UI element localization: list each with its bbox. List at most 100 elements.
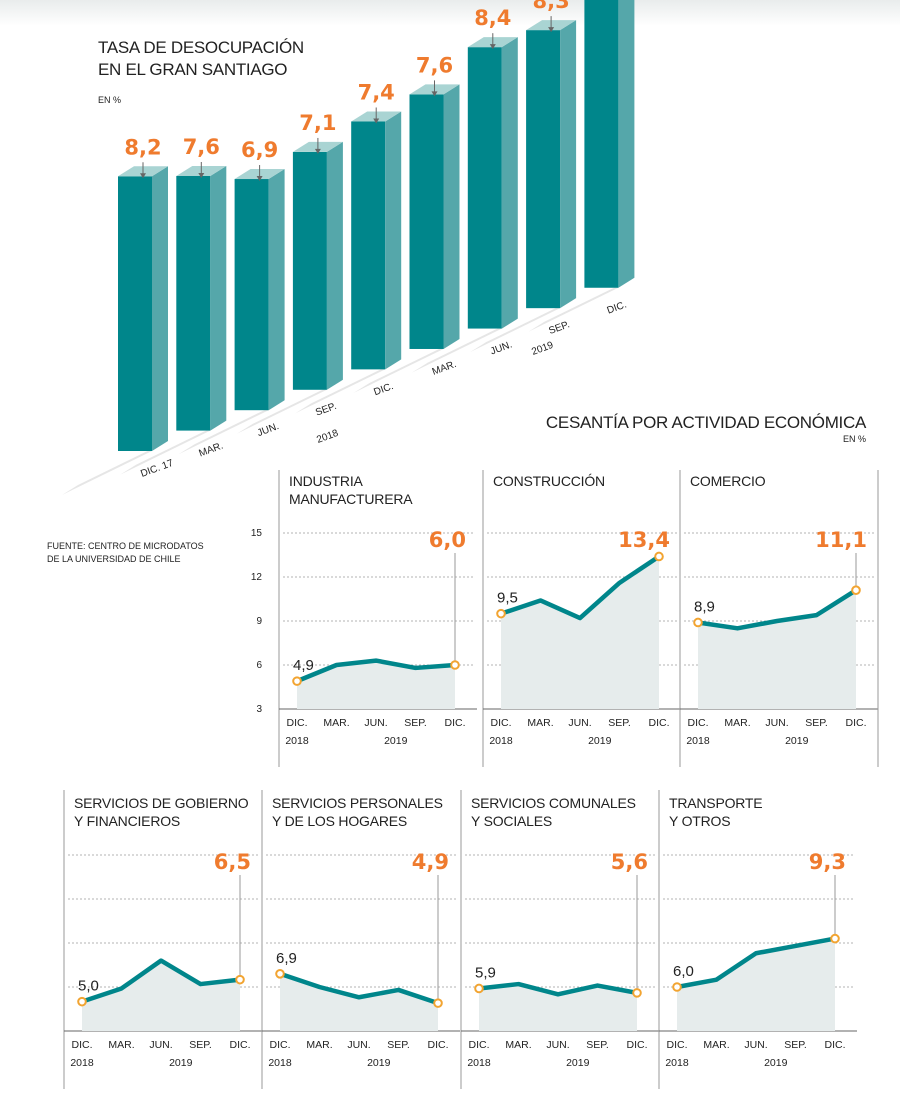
x-tick-label: DIC.: [627, 1039, 648, 1051]
x-tick-label: SEP.: [608, 717, 631, 729]
bar-side: [501, 37, 518, 329]
start-value-label: 5,9: [475, 964, 496, 981]
bar-category-label: SEP.: [314, 401, 338, 419]
top-band: [0, 0, 900, 26]
bar-chart-title-line1: TASA DE DESOCUPACIÓN: [98, 38, 304, 57]
panel-title: CONSTRUCCIÓN: [493, 473, 605, 489]
x-tick-label: DIC.: [270, 1039, 291, 1051]
x-year-label: 2018: [467, 1057, 491, 1069]
x-year-label: 2018: [268, 1057, 292, 1069]
bar-chart-title-line2: EN EL GRAN SANTIAGO: [98, 60, 287, 79]
end-value-label: 4,9: [412, 850, 449, 874]
panels-unit: EN %: [843, 434, 866, 444]
y-axis: 15 12 9 6 3: [251, 528, 263, 715]
x-tick-label: SEP.: [805, 717, 828, 729]
series-line: [79, 958, 243, 1004]
bar-front: [234, 179, 269, 411]
series-line: [294, 658, 458, 684]
bar-front: [409, 94, 444, 349]
bar-shadow: [470, 298, 577, 353]
panel-chart: TRANSPORTE Y OTROS 6,0 9,3 DIC. MAR. JUN. SEP. D…: [658, 790, 857, 1089]
panel-chart: SERVICIOS DE GOBIERNO Y FINANCIEROS 5,0 6,5…: [63, 790, 262, 1089]
x-tick-label: JUN.: [364, 717, 387, 729]
end-value-label: 11,1: [815, 528, 867, 552]
x-year-label: 2019: [169, 1057, 193, 1069]
bar-category-label: MAR.: [198, 441, 225, 460]
data-point-marker: [292, 676, 302, 686]
panel-title: TRANSPORTE: [669, 795, 762, 811]
data-point-marker: [433, 998, 443, 1008]
x-year-label: 2018: [665, 1057, 689, 1069]
panels-title: CESANTÍA POR ACTIVIDAD ECONÓMICA: [546, 413, 867, 432]
bar-side: [618, 0, 635, 288]
bar-front: [584, 0, 619, 288]
bar-value-label: 6,9: [241, 138, 278, 162]
x-tick-label: DIC.: [649, 717, 670, 729]
x-year-label: 2019: [367, 1057, 391, 1069]
data-point-marker: [450, 660, 460, 670]
bar-pointer-head: [314, 148, 321, 154]
x-tick-label: DIC.: [445, 717, 466, 729]
end-value-label: 5,6: [611, 850, 648, 874]
bar-front: [467, 47, 502, 329]
y-tick: 6: [256, 660, 262, 671]
panel-chart: SERVICIOS PERSONALES Y DE LOS HOGARES 6,9 4…: [261, 790, 460, 1089]
panel-chart: CONSTRUCCIÓN 9,5 13,4 DIC. MAR. JUN. SEP. DIC. 2…: [482, 470, 681, 767]
bar-shadow: [295, 359, 402, 414]
x-year-label: 2018: [686, 735, 710, 747]
x-tick-label: MAR.: [703, 1039, 729, 1051]
bar-front: [292, 151, 327, 390]
x-tick-label: MAR.: [724, 717, 750, 729]
panel-title: SERVICIOS COMUNALES: [471, 795, 636, 811]
bar-pointer-head: [431, 91, 438, 97]
bar-value-label: 7,4: [358, 80, 395, 104]
x-tick-label: DIC.: [230, 1039, 251, 1051]
x-tick-label: DIC.: [667, 1039, 688, 1051]
bar-shadow: [353, 338, 460, 393]
bar-value-label: 7,1: [299, 111, 336, 135]
area-fill: [677, 938, 835, 1031]
panel-chart: COMERCIO 8,9 11,1 DIC. MAR. JUN. SEP. DIC. 2018 2…: [679, 470, 878, 767]
bar-pointer-head: [140, 173, 146, 179]
x-tick-label: MAR.: [108, 1039, 134, 1051]
x-tick-label: JUN.: [347, 1039, 370, 1051]
bar-year-2019: 2019: [530, 340, 555, 358]
x-tick-label: SEP.: [586, 1039, 609, 1051]
x-year-label: 2018: [285, 735, 309, 747]
data-point-marker: [851, 585, 861, 596]
bar-front: [526, 30, 561, 309]
data-point-marker: [275, 969, 285, 979]
bar-year-2018: 2018: [315, 428, 340, 446]
panel-title: Y SOCIALES: [471, 813, 552, 829]
x-tick-label: SEP.: [189, 1039, 212, 1051]
data-point-marker: [632, 988, 642, 998]
bar-side: [385, 111, 402, 370]
panel-chart: INDUSTRIA MANUFACTURERA 4,9 6,0 DIC. MAR. JUN.…: [278, 470, 477, 767]
bar-side: [152, 166, 168, 452]
bar-shadow: [178, 400, 285, 455]
x-tick-label: JUN.: [149, 1039, 172, 1051]
x-year-label: 2019: [384, 735, 408, 747]
source-line1: FUENTE: CENTRO DE MICRODATOS: [47, 541, 204, 551]
panel-title: Y DE LOS HOGARES: [272, 813, 407, 829]
bar-value-label: 8,4: [474, 6, 511, 30]
x-tick-label: MAR.: [505, 1039, 531, 1051]
area-fill: [297, 660, 455, 709]
data-point-marker: [474, 983, 484, 994]
end-value-label: 6,0: [429, 528, 466, 552]
bar-side: [560, 20, 577, 309]
data-point-marker: [496, 608, 506, 619]
panel-title: Y FINANCIEROS: [74, 813, 180, 829]
data-point-marker: [830, 933, 840, 944]
area-fill: [501, 556, 659, 709]
panel-chart: SERVICIOS COMUNALES Y SOCIALES 5,9 5,6 DIC. M…: [460, 790, 659, 1089]
data-point-marker: [693, 617, 703, 628]
bar-pointer-head: [256, 176, 263, 182]
data-point-marker: [672, 982, 682, 992]
bar-value-label: 8,2: [124, 135, 161, 159]
x-tick-label: JUN.: [765, 717, 788, 729]
y-tick: 9: [256, 616, 262, 627]
bar-side: [210, 165, 227, 431]
